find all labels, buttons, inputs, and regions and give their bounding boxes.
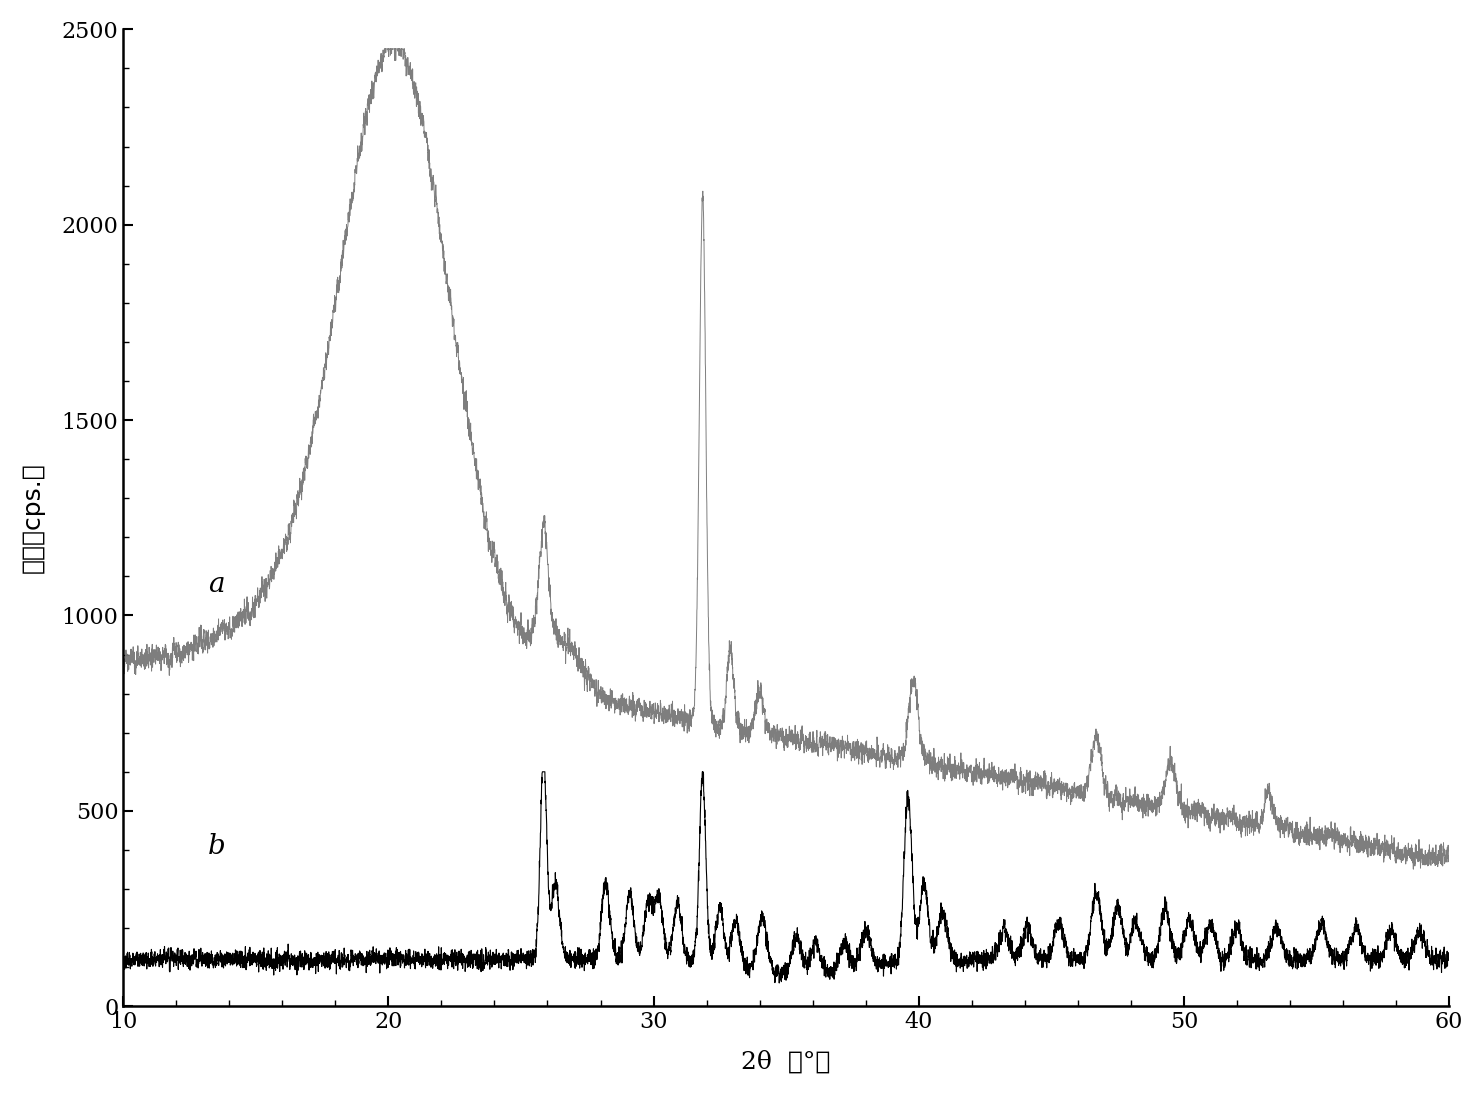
Text: a: a <box>208 571 224 598</box>
X-axis label: 2θ  （°）: 2θ （°） <box>742 1050 831 1073</box>
Y-axis label: 强度（cps.）: 强度（cps.） <box>21 463 45 573</box>
Text: b: b <box>208 833 226 860</box>
